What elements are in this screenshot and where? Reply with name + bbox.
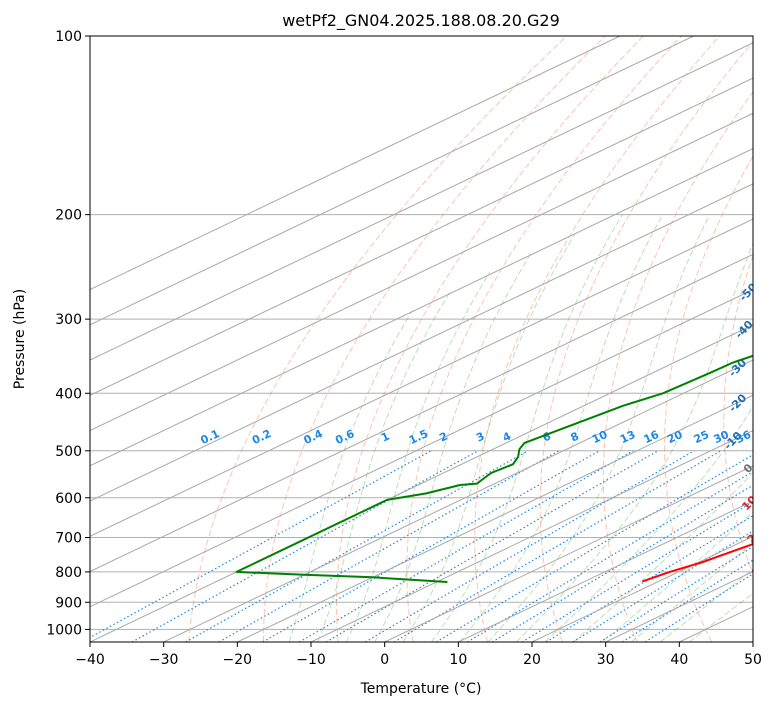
- x-tick-label: −10: [296, 652, 326, 668]
- x-tick-label: 30: [597, 652, 615, 668]
- y-tick-label: 500: [55, 444, 82, 460]
- y-tick-label: 1000: [46, 622, 82, 638]
- y-tick-label: 300: [55, 312, 82, 328]
- x-tick-label: 40: [670, 652, 688, 668]
- chart-title: wetPf2_GN04.2025.188.08.20.G29: [282, 11, 560, 31]
- y-tick-label: 400: [55, 386, 82, 402]
- y-tick-label: 900: [55, 595, 82, 611]
- y-tick-label: 100: [55, 29, 82, 45]
- x-tick-label: 0: [380, 652, 389, 668]
- y-tick-label: 200: [55, 208, 82, 224]
- x-tick-label: −30: [149, 652, 179, 668]
- x-tick-label: 20: [523, 652, 541, 668]
- x-tick-label: 10: [449, 652, 467, 668]
- x-tick-label: 50: [744, 652, 762, 668]
- y-tick-label: 800: [55, 565, 82, 581]
- y-tick-label: 600: [55, 491, 82, 507]
- y-tick-label: 700: [55, 531, 82, 547]
- y-axis-title: Pressure (hPa): [12, 289, 28, 389]
- x-axis-title: Temperature (°C): [360, 681, 482, 697]
- x-tick-label: −40: [75, 652, 105, 668]
- x-tick-label: −20: [223, 652, 253, 668]
